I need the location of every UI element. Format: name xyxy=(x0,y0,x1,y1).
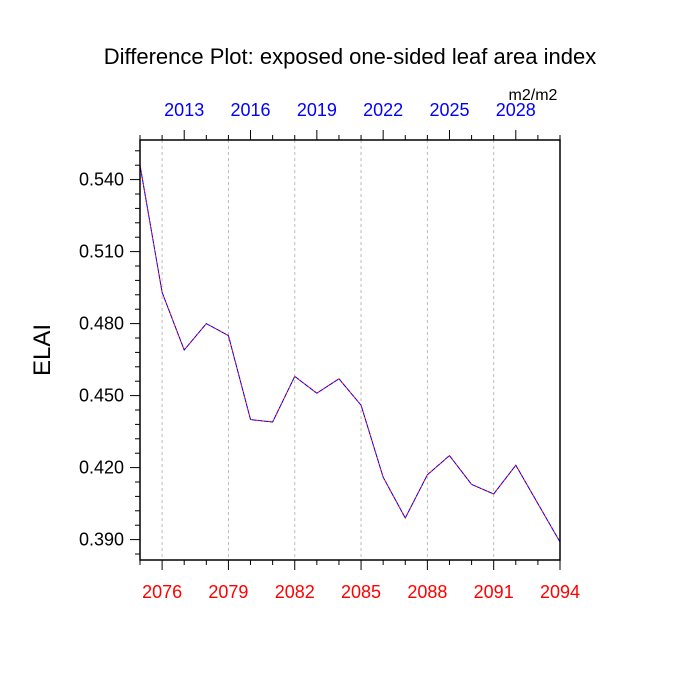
top-tick-label: 2025 xyxy=(429,100,469,120)
series-line-blue xyxy=(139,165,561,543)
series-line-red xyxy=(139,165,561,543)
axis-ticks xyxy=(130,130,561,570)
y-tick-label: 0.480 xyxy=(79,314,124,334)
bottom-tick-label: 2094 xyxy=(540,582,580,602)
units-label: m2/m2 xyxy=(509,87,558,104)
tick-labels: 2076 2079 2082 2085 2088 2091 2094 2013 2016 2019… xyxy=(79,100,580,602)
y-tick-label: 0.510 xyxy=(79,242,124,262)
bottom-tick-label: 2082 xyxy=(275,582,315,602)
top-tick-label: 2013 xyxy=(164,100,204,120)
y-tick-label: 0.540 xyxy=(79,170,124,190)
top-tick-label: 2019 xyxy=(297,100,337,120)
top-tick-label: 2028 xyxy=(496,100,536,120)
y-tick-label: 0.420 xyxy=(79,458,124,478)
grid-lines xyxy=(161,140,495,560)
bottom-tick-label: 2079 xyxy=(208,582,248,602)
bottom-tick-label: 2088 xyxy=(407,582,447,602)
top-tick-label: 2016 xyxy=(231,100,271,120)
y-tick-label: 0.390 xyxy=(79,530,124,550)
bottom-tick-label: 2091 xyxy=(474,582,514,602)
plot-frame xyxy=(139,139,561,561)
series-lines xyxy=(139,165,561,543)
bottom-tick-label: 2076 xyxy=(142,582,182,602)
chart-title: Difference Plot: exposed one-sided leaf … xyxy=(104,44,596,69)
y-axis-label: ELAI xyxy=(29,324,56,376)
top-tick-label: 2022 xyxy=(363,100,403,120)
y-tick-label: 0.450 xyxy=(79,386,124,406)
bottom-tick-label: 2085 xyxy=(341,582,381,602)
